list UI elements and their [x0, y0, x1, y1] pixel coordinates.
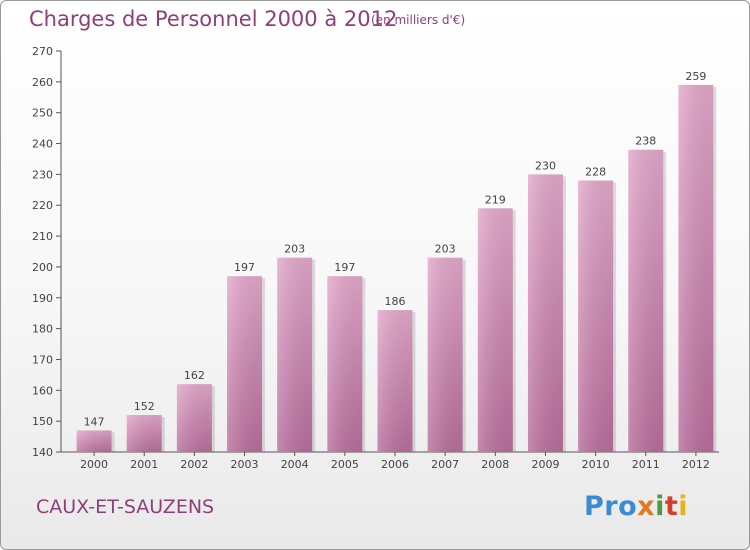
- x-tick-label: 2005: [331, 458, 359, 471]
- x-tick-label: 2009: [531, 458, 559, 471]
- bar-value-label: 203: [435, 243, 456, 256]
- bar-highlight: [76, 430, 112, 452]
- y-tick-label: 260: [32, 76, 53, 89]
- logo-part: i: [655, 491, 665, 522]
- y-tick-label: 170: [32, 353, 53, 366]
- bar-highlight: [377, 310, 413, 452]
- bar-value-label: 203: [284, 243, 305, 256]
- chart-subtitle: (en milliers d'€): [371, 13, 466, 27]
- x-tick-label: 2000: [80, 458, 108, 471]
- bar-highlight: [126, 414, 162, 452]
- x-tick-label: 2003: [231, 458, 259, 471]
- bar-value-label: 186: [385, 295, 406, 308]
- x-tick-label: 2004: [281, 458, 309, 471]
- bar-highlight: [628, 149, 664, 452]
- bar-value-label: 162: [184, 369, 205, 382]
- bar-highlight: [277, 257, 313, 452]
- bar-value-label: 219: [485, 193, 506, 206]
- bar-value-label: 259: [685, 70, 706, 83]
- bars-layer: [76, 84, 717, 453]
- y-tick-label: 190: [32, 292, 53, 305]
- bar-value-label: 197: [234, 261, 255, 274]
- chart-title: Charges de Personnel 2000 à 2012: [29, 7, 398, 31]
- proxiti-logo: Proxiti: [584, 491, 688, 522]
- y-tick-label: 140: [32, 446, 53, 459]
- logo-part: t: [664, 491, 679, 522]
- y-tick-label: 250: [32, 107, 53, 120]
- x-tick-label: 2011: [632, 458, 660, 471]
- axes-layer: 140 150 160 170 180 190 200 210 220 230 240 250 260 2…: [32, 45, 719, 459]
- bar-highlight: [578, 180, 614, 453]
- logo-part: i: [678, 491, 689, 522]
- x-tick-label: 2006: [381, 458, 409, 471]
- bar-value-label: 197: [334, 261, 355, 274]
- y-tick-label: 150: [32, 415, 53, 428]
- y-tick-label: 220: [32, 199, 53, 212]
- bar-value-label: 230: [535, 159, 556, 172]
- y-tick-label: 240: [32, 138, 53, 151]
- bar-highlight: [527, 174, 563, 452]
- bar-value-label: 238: [635, 135, 656, 148]
- bar-highlight: [477, 208, 513, 452]
- y-tick-label: 180: [32, 323, 53, 336]
- x-tick-label: 2008: [481, 458, 509, 471]
- bar-highlight: [427, 257, 463, 452]
- x-tick-label: 2001: [130, 458, 158, 471]
- x-tick-label: 2007: [431, 458, 459, 471]
- bar-value-label: 152: [134, 400, 155, 413]
- logo-part: Pro: [584, 491, 638, 522]
- place-name: CAUX-ET-SAUZENS: [36, 496, 215, 518]
- bar-highlight: [176, 384, 212, 452]
- y-tick-label: 270: [32, 45, 53, 58]
- x-tick-label: 2010: [582, 458, 610, 471]
- logo-part: x: [637, 491, 656, 522]
- x-tick-label: 2012: [682, 458, 710, 471]
- bar-highlight: [227, 276, 263, 452]
- x-tick-label: 2002: [180, 458, 208, 471]
- y-tick-label: 160: [32, 384, 53, 397]
- bar-value-label: 228: [585, 166, 606, 179]
- labels-layer: 147 2000 152 2001 162 2002 197 2003 203 2004 197 20…: [80, 70, 710, 471]
- bar-highlight: [327, 276, 363, 452]
- bar-value-label: 147: [84, 415, 105, 428]
- bar-highlight: [678, 84, 714, 452]
- y-tick-label: 200: [32, 261, 53, 274]
- y-tick-label: 230: [32, 168, 53, 181]
- y-tick-label: 210: [32, 230, 53, 243]
